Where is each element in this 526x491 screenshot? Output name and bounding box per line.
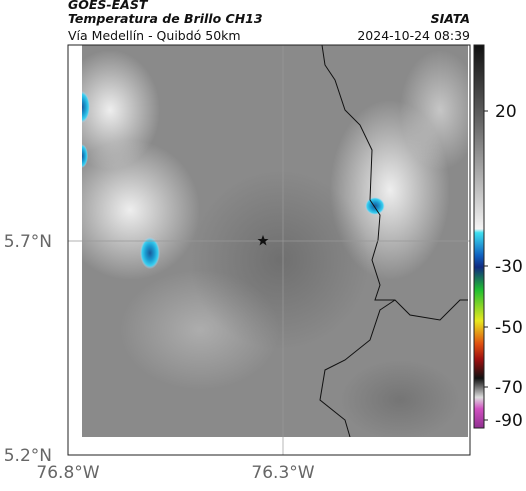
- source: SIATA: [431, 11, 470, 26]
- map-frame: [67, 44, 471, 456]
- colorbar-scale: [473, 44, 485, 429]
- location-marker: [257, 235, 269, 246]
- satellite: GOES-EAST: [68, 0, 149, 12]
- header: GOES-EAST Temperatura de Brillo CH13 Vía…: [68, 0, 470, 43]
- x-label: 76.3°W: [251, 463, 314, 483]
- colorbar-tick-label: -50: [495, 318, 523, 338]
- product: Temperatura de Brillo CH13: [68, 11, 263, 26]
- x-label: 76.8°W: [36, 463, 99, 483]
- y-label: 5.7°N: [4, 232, 52, 252]
- colorbar-tick-label: -90: [495, 411, 523, 431]
- satellite-image: [82, 45, 468, 437]
- colorbar-tick-label: -30: [495, 257, 523, 277]
- colorbar: 20 -30 -50 -70 -90: [473, 44, 523, 431]
- region: Vía Medellín - Quibdó 50km: [68, 28, 241, 43]
- colorbar-tick-label: -70: [495, 378, 523, 398]
- colorbar-tick-label: 20: [495, 102, 517, 122]
- timestamp: 2024-10-24 08:39: [357, 28, 470, 43]
- y-label: 5.2°N: [4, 446, 52, 466]
